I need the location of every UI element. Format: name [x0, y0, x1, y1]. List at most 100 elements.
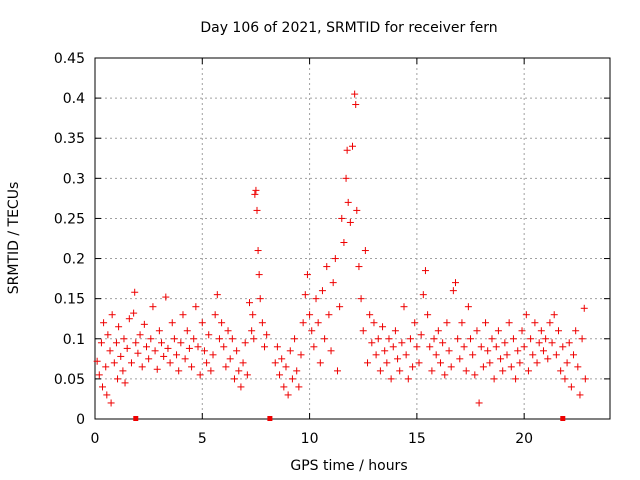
data-point — [544, 355, 552, 363]
data-point — [155, 327, 163, 335]
data-point — [263, 331, 271, 339]
data-point — [424, 311, 432, 319]
data-point — [396, 367, 404, 375]
gap-marker — [267, 416, 273, 421]
data-point — [120, 335, 128, 343]
data-point — [321, 335, 329, 343]
data-point — [243, 371, 251, 379]
data-point — [131, 288, 139, 296]
data-point — [100, 319, 108, 327]
data-point — [381, 347, 389, 355]
data-point — [580, 304, 588, 312]
y-tick-label: 0.05 — [54, 372, 85, 388]
data-point — [368, 339, 376, 347]
plot-frame — [94, 57, 611, 420]
data-point — [241, 339, 249, 347]
data-point — [505, 319, 513, 327]
data-point — [140, 320, 148, 328]
data-point — [349, 142, 356, 150]
data-point — [479, 363, 487, 371]
data-point — [462, 367, 470, 375]
data-point — [514, 347, 522, 355]
data-point — [97, 339, 105, 347]
data-point — [295, 383, 303, 391]
data-point — [153, 365, 161, 373]
data-point — [175, 367, 183, 375]
data-point — [117, 352, 125, 360]
data-point — [471, 371, 479, 379]
data-point — [460, 343, 468, 351]
data-point — [258, 319, 266, 327]
data-point — [385, 335, 393, 343]
data-point — [342, 174, 350, 182]
data-point — [366, 311, 374, 319]
data-point — [336, 303, 344, 311]
data-point — [226, 355, 234, 363]
data-point — [207, 367, 215, 375]
data-point — [578, 335, 586, 343]
data-point — [338, 214, 346, 222]
data-point — [185, 344, 193, 352]
data-point — [559, 343, 567, 351]
data-point — [252, 186, 260, 194]
data-point — [93, 357, 101, 365]
data-point — [99, 383, 107, 391]
y-tick-label: 0.35 — [54, 131, 85, 147]
data-point — [361, 247, 369, 255]
data-point — [203, 359, 211, 367]
data-point — [492, 343, 500, 351]
data-point — [445, 347, 453, 355]
data-point — [102, 363, 110, 371]
y-tick-label: 0.15 — [54, 292, 85, 308]
data-point — [507, 363, 515, 371]
data-point — [333, 367, 341, 375]
data-point — [261, 343, 269, 351]
data-point — [250, 335, 258, 343]
data-point — [194, 343, 202, 351]
data-point — [482, 319, 490, 327]
data-point — [376, 367, 384, 375]
data-point — [576, 391, 584, 399]
data-point — [379, 323, 387, 331]
data-point — [449, 287, 457, 295]
data-point — [114, 375, 122, 383]
data-point — [346, 218, 354, 226]
data-point — [284, 391, 292, 399]
data-point — [251, 190, 259, 198]
data-point — [497, 355, 505, 363]
data-point — [531, 319, 539, 327]
data-point — [501, 339, 509, 347]
data-point — [400, 303, 408, 311]
data-point — [561, 375, 569, 383]
data-point — [323, 263, 331, 271]
data-point — [555, 327, 562, 335]
data-point — [149, 303, 157, 311]
data-point — [352, 101, 360, 109]
data-point — [456, 355, 464, 363]
data-point — [147, 335, 155, 343]
data-point — [254, 247, 262, 255]
data-point — [364, 359, 372, 367]
data-point — [477, 343, 485, 351]
chart-title: Day 106 of 2021, SRMTID for receiver fer… — [200, 20, 497, 36]
data-point — [499, 367, 507, 375]
x-axis-title: GPS time / hours — [290, 458, 407, 474]
data-point — [115, 323, 123, 331]
data-point — [138, 363, 146, 371]
data-point — [539, 347, 547, 355]
data-point — [340, 239, 348, 247]
data-point — [394, 355, 402, 363]
data-point — [158, 339, 166, 347]
data-point — [398, 339, 406, 347]
data-point — [177, 339, 185, 347]
data-point — [430, 335, 438, 343]
data-point — [436, 359, 444, 367]
data-point — [196, 371, 204, 379]
data-point — [520, 343, 528, 351]
data-point — [282, 363, 290, 371]
data-point — [200, 347, 208, 355]
data-point — [404, 375, 412, 383]
data-point — [130, 309, 138, 317]
data-point — [458, 319, 466, 327]
data-point — [213, 291, 221, 299]
